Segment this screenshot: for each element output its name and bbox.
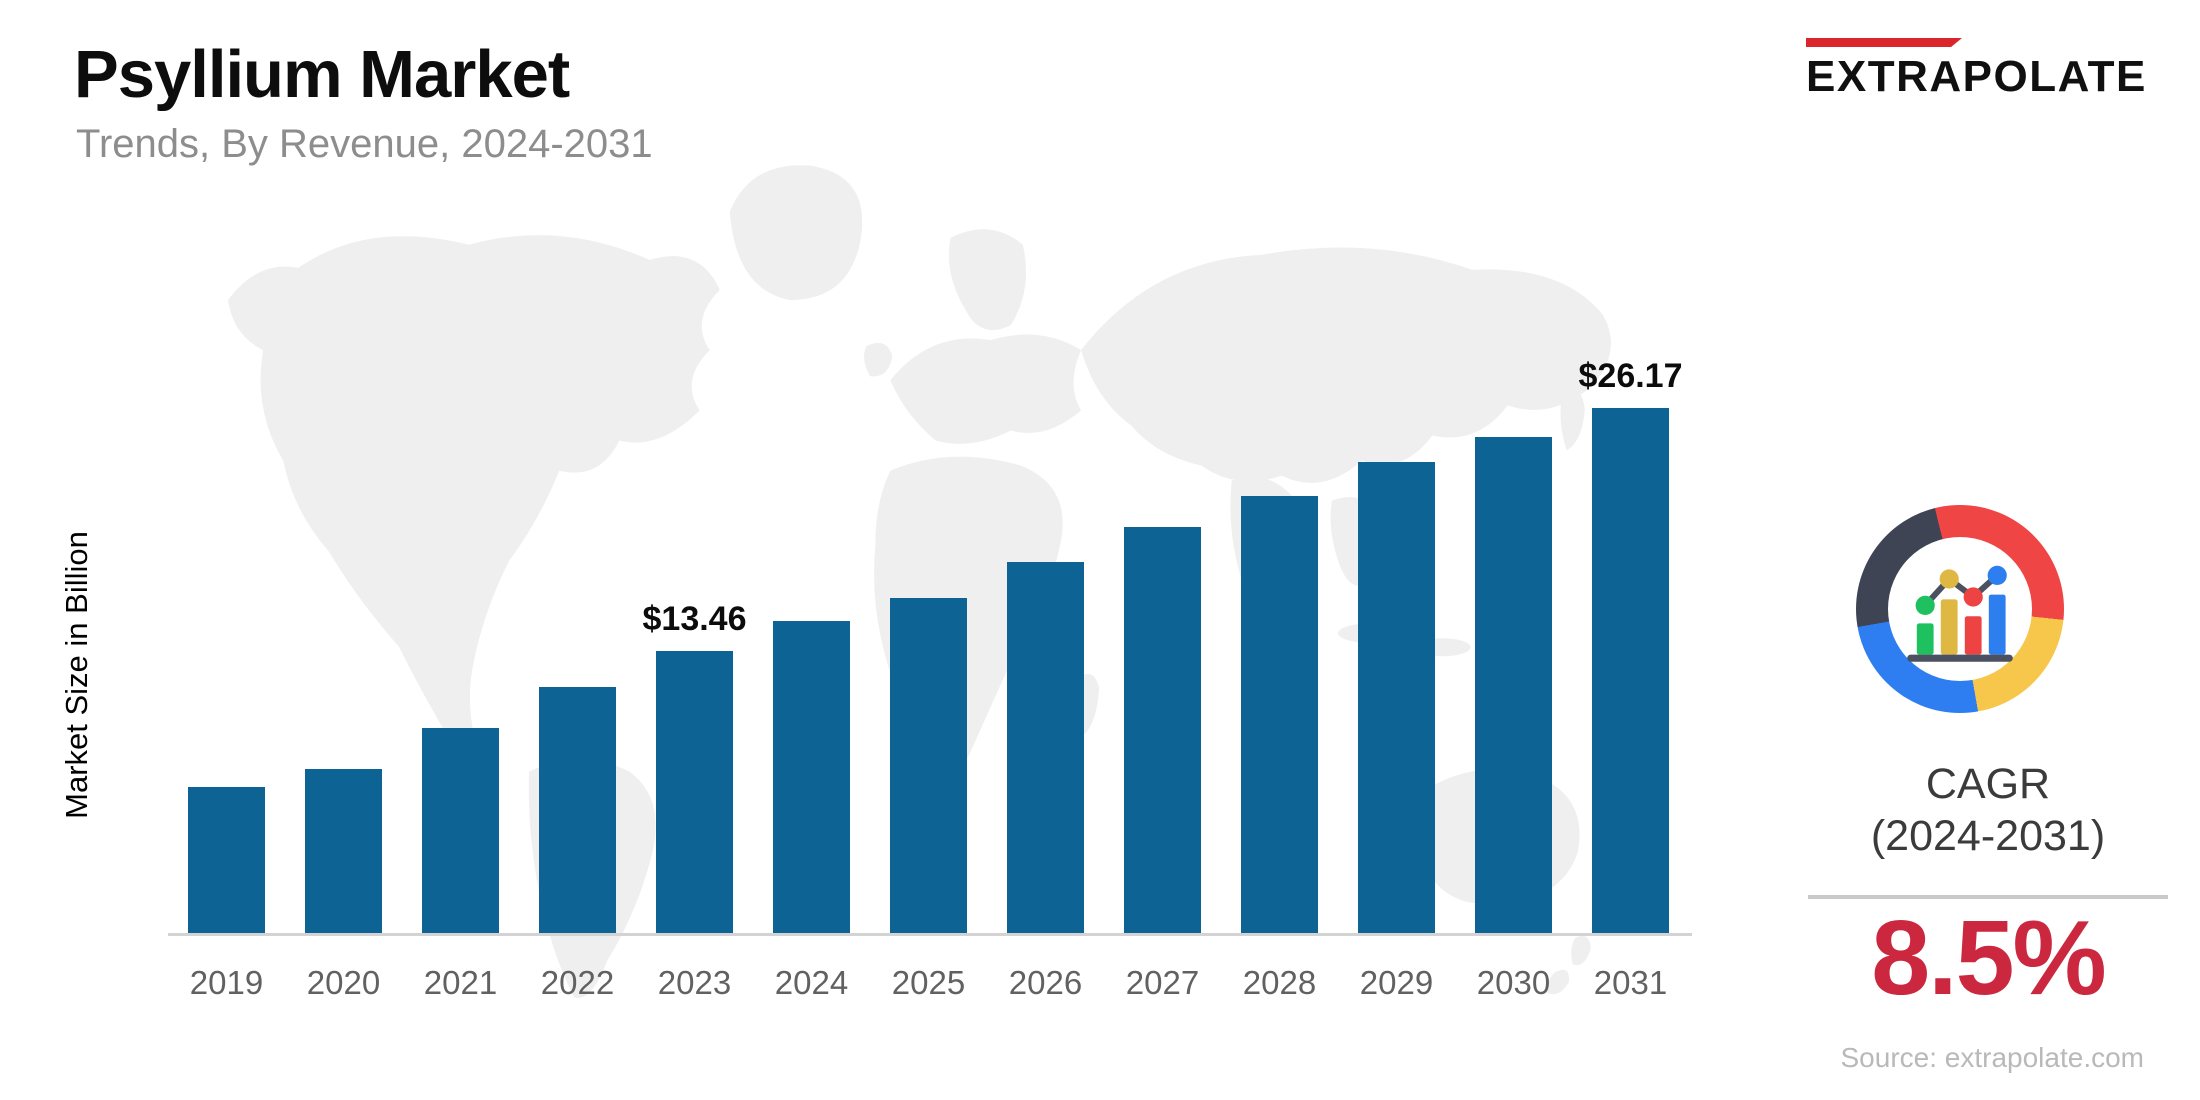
x-tick-label-2024: 2024 [774, 964, 849, 1001]
x-tick-label-2028: 2028 [1242, 964, 1317, 1001]
bar-2029 [1358, 462, 1435, 933]
page-subtitle: Trends, By Revenue, 2024-2031 [76, 122, 653, 166]
page-title: Psyllium Market [74, 37, 570, 112]
x-tick-label-2022: 2022 [540, 964, 615, 1001]
x-tick-label-2030: 2030 [1476, 964, 1551, 1001]
bar-2024 [773, 621, 850, 933]
cagr-label-line1: CAGR [1925, 760, 2051, 808]
bar-2027 [1124, 527, 1201, 933]
bar-2019 [188, 787, 265, 933]
cagr-value: 8.5% [1871, 899, 2107, 1017]
bar-2020 [305, 769, 382, 933]
brand-stripe-icon [1806, 38, 1962, 47]
x-tick-label-2031: 2031 [1593, 964, 1668, 1001]
x-tick-label-2026: 2026 [1008, 964, 1083, 1001]
mini-bar-chart-icon [1907, 565, 2013, 662]
donut-chart-icon [1856, 505, 2064, 713]
x-tick-label-2021: 2021 [423, 964, 498, 1001]
data-label-2031: $26.17 [1578, 357, 1683, 395]
cagr-label: CAGR (2024-2031) [1798, 758, 2178, 863]
source-attribution: Source: extrapolate.com [1840, 1042, 2145, 1073]
data-label-2023: $13.46 [642, 600, 747, 638]
x-tick-label-2029: 2029 [1359, 964, 1434, 1001]
bar-2022 [539, 687, 616, 933]
bar-chart: 2019 2020 2021 2022 2023 $13.46 2024 2025 2026 20… [168, 0, 1708, 1100]
x-tick-label-2023: 2023 [657, 964, 732, 1001]
brand-logo: EXTRAPOLATE [1806, 38, 2147, 102]
brand-logo-text: EXTRAPOLATE [1806, 52, 2147, 101]
bar-2031 [1592, 408, 1669, 933]
x-tick-label-2019: 2019 [189, 964, 264, 1001]
x-axis-line [168, 933, 1692, 936]
bar-2030 [1475, 437, 1552, 933]
cagr-label-line2: (2024-2031) [1870, 812, 2106, 861]
bar-2021 [422, 728, 499, 933]
bar-2028 [1241, 496, 1318, 933]
x-tick-label-2020: 2020 [306, 964, 381, 1001]
divider-line [1808, 895, 2168, 899]
x-tick-label-2025: 2025 [891, 964, 966, 1001]
bar-2025 [890, 598, 967, 933]
x-tick-label-2027: 2027 [1125, 964, 1200, 1001]
bar-2023 [656, 651, 733, 933]
donut-hole [1888, 537, 2032, 681]
y-axis-label: Market Size in Billion [59, 531, 94, 819]
bar-2026 [1007, 562, 1084, 933]
